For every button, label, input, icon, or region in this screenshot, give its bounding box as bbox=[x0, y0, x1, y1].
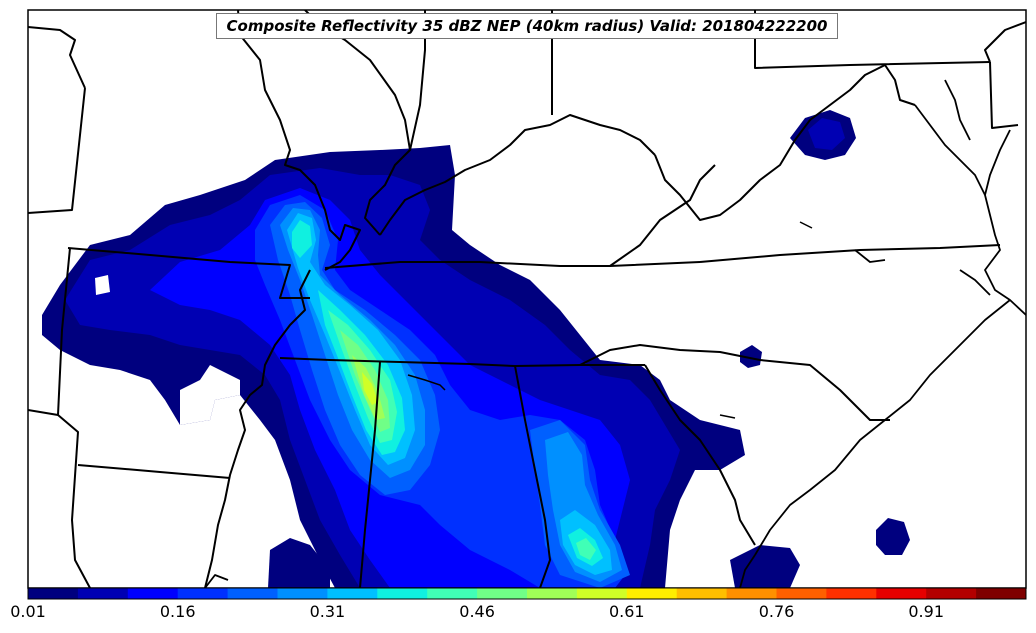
colorbar-tick-label: 0.16 bbox=[160, 602, 196, 621]
lakes bbox=[407, 221, 813, 419]
colorbar-frame bbox=[27, 587, 1027, 600]
border-oklahoma-texas bbox=[57, 414, 91, 588]
colorbar-tick-label: 0.01 bbox=[10, 602, 46, 621]
border-west-virginia bbox=[654, 64, 916, 221]
border-arkansas-louisiana bbox=[77, 464, 231, 479]
border-kentucky-tennessee bbox=[324, 261, 701, 269]
border-missouri-arkansas bbox=[67, 247, 310, 299]
colorbar-swatch bbox=[826, 588, 877, 599]
colorbar-swatch bbox=[626, 588, 678, 599]
colorbar-swatch bbox=[127, 588, 179, 599]
border-delmarva bbox=[989, 61, 1019, 129]
probability-field bbox=[42, 110, 910, 588]
contour-level-0-01-south-carolina bbox=[740, 345, 762, 368]
colorbar-ticks: 0.01 0.16 0.31 0.46 0.61 0.76 0.91 bbox=[10, 602, 944, 621]
colorbar-swatch bbox=[776, 588, 827, 599]
contour-level-0-16 bbox=[255, 195, 625, 588]
coastline-atlantic bbox=[984, 129, 1026, 316]
colorbar-swatch bbox=[377, 588, 428, 599]
border-ohio-river bbox=[379, 114, 656, 236]
colorbar-tick-label: 0.46 bbox=[459, 602, 495, 621]
colorbar-swatch bbox=[277, 588, 328, 599]
colorbar-tick-label: 0.91 bbox=[908, 602, 944, 621]
border-missouri-illinois-river bbox=[237, 10, 361, 271]
coastline-carolinas bbox=[754, 299, 1011, 556]
border-kansas-missouri bbox=[28, 87, 86, 214]
contour-level-0-41-east bbox=[576, 538, 596, 560]
lake-small-nc bbox=[799, 221, 813, 229]
border-illinois-missouri bbox=[28, 26, 86, 89]
border-pennsylvania-maryland bbox=[754, 10, 991, 69]
colorbar-tick-label: 0.76 bbox=[759, 602, 795, 621]
coastline-chesapeake bbox=[914, 79, 986, 196]
colorbar-swatch bbox=[28, 588, 79, 599]
border-kentucky-virginia bbox=[609, 164, 716, 267]
colorbar-tick-label: 0.61 bbox=[609, 602, 645, 621]
colorbar-swatch bbox=[477, 588, 528, 599]
border-alabama-georgia bbox=[514, 365, 551, 588]
colorbar-swatch bbox=[576, 588, 628, 599]
coastline-gulf bbox=[204, 554, 756, 588]
colorbar-swatch bbox=[676, 588, 728, 599]
contour-level-0-01-georgia-coast bbox=[876, 518, 910, 555]
colorbar-swatch bbox=[227, 588, 278, 599]
colorbar-swatch bbox=[976, 588, 1027, 599]
border-mississippi-river bbox=[204, 269, 311, 588]
lake-marion bbox=[719, 414, 736, 419]
border-mississippi-alabama bbox=[359, 361, 381, 588]
colorbar-swatch bbox=[427, 588, 478, 599]
field-gap-arkansas bbox=[180, 365, 240, 425]
colorbar bbox=[27, 587, 1027, 600]
coastline-albemarle bbox=[854, 249, 991, 296]
colorbar-swatch bbox=[926, 588, 977, 599]
contour-level-0-56 bbox=[362, 372, 378, 405]
colorbar-swatch bbox=[726, 588, 777, 599]
map-title: Composite Reflectivity 35 dBZ NEP (40km … bbox=[216, 13, 838, 39]
border-georgia-south-carolina bbox=[644, 364, 756, 546]
border-north-carolina-south-carolina bbox=[579, 344, 890, 421]
lake-kentucky bbox=[407, 374, 446, 391]
colorbar-swatch bbox=[527, 588, 578, 599]
colorbar-swatch bbox=[327, 588, 378, 599]
coastlines bbox=[204, 79, 1026, 588]
border-new-jersey bbox=[984, 21, 1026, 63]
contour-level-0-06-wv-core bbox=[808, 118, 845, 150]
border-oklahoma-arkansas bbox=[28, 247, 71, 416]
border-virginia-north-carolina bbox=[699, 244, 1001, 263]
colorbar-tick-label: 0.31 bbox=[310, 602, 346, 621]
field-gap-small bbox=[95, 275, 110, 295]
contour-level-0-01-louisiana bbox=[268, 538, 330, 588]
colorbar-swatch bbox=[77, 588, 129, 599]
colorbar-swatch bbox=[177, 588, 229, 599]
contour-level-0-01-florida bbox=[730, 545, 800, 588]
colorbar-swatch bbox=[876, 588, 927, 599]
